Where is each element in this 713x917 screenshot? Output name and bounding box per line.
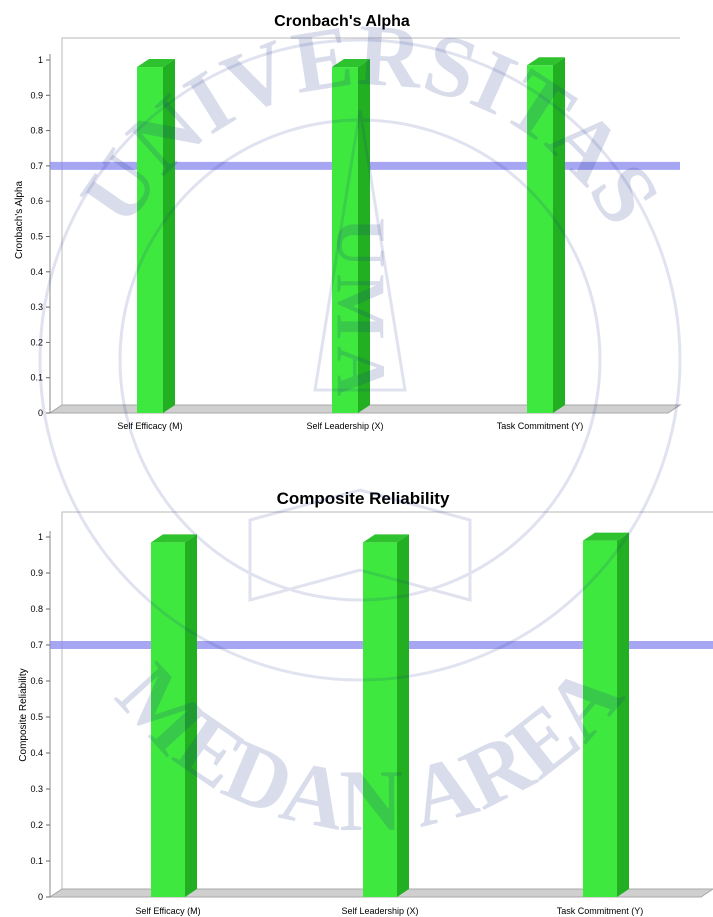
bar [137,59,175,414]
bar-side [358,59,370,414]
bar-side [397,534,409,897]
x-category-label: Task Commitment (Y) [497,421,584,431]
chart-title: Composite Reliability [277,489,450,508]
y-tick-label: 0.8 [30,604,43,614]
y-tick-label: 0.9 [30,90,43,100]
bar [363,534,409,897]
cronbach-alpha-chart: Cronbach's Alpha Cronbach's Alpha 0 0.1 0.… [14,13,682,431]
bar-front [527,65,553,414]
y-tick-label: 0.1 [30,856,43,866]
bar-front [363,542,397,897]
bar [583,532,629,897]
y-tick-label: 0.6 [30,196,43,206]
y-tick-label: 0.4 [30,748,43,758]
bar-front [583,540,617,897]
bar-top [583,532,629,541]
bar [332,59,370,414]
y-tick-label: 0 [38,892,43,902]
bar [527,57,565,414]
y-tick-label: 0.4 [30,267,43,277]
y-axis-title: Cronbach's Alpha [14,181,25,260]
plot-floor [48,404,682,414]
y-tick-label: 0.8 [30,126,43,136]
y-tick-label: 1 [38,532,43,542]
y-tick-label: 0.3 [30,784,43,794]
y-tick-label: 0.6 [30,676,43,686]
y-tick-label: 0 [38,408,43,418]
y-tick-label: 0.2 [30,820,43,830]
bar-top [332,59,370,68]
x-category-label: Self Efficacy (M) [117,421,182,431]
x-category-label: Self Leadership (X) [341,906,418,916]
y-tick-label: 0.7 [30,161,43,171]
x-category-label: Self Efficacy (M) [135,906,200,916]
bar-front [332,67,358,413]
plot-area: 0 0.1 0.2 0.3 0.4 0.5 0.6 0.7 0.8 0.9 1 Self Effica… [30,511,713,916]
y-tick-label: 0.3 [30,302,43,312]
x-category-label: Task Commitment (Y) [557,906,644,916]
chart-title: Cronbach's Alpha [274,13,410,30]
bar-front [137,67,163,413]
bar-side [163,59,175,414]
x-category-label: Self Leadership (X) [306,421,383,431]
y-tick-label: 0.2 [30,337,43,347]
bar-front [151,542,185,897]
bar-side [617,532,629,897]
bar-top [137,59,175,68]
bar-top [527,57,565,66]
bar-top [151,534,197,543]
y-tick-label: 0.5 [30,712,43,722]
bar-side [553,57,565,414]
y-tick-label: 0.9 [30,568,43,578]
composite-reliability-chart: Composite Reliability Composite Reliabil… [18,489,713,916]
bar-top [363,534,409,543]
bar [151,534,197,897]
bar-side [185,534,197,897]
y-tick-label: 0.1 [30,373,43,383]
y-tick-label: 0.7 [30,640,43,650]
y-axis-title: Composite Reliability [18,668,29,761]
y-tick-label: 1 [38,55,43,65]
y-tick-label: 0.5 [30,232,43,242]
plot-area: 0 0.1 0.2 0.3 0.4 0.5 0.6 0.7 0.8 0.9 1 Self Effica… [30,37,682,431]
